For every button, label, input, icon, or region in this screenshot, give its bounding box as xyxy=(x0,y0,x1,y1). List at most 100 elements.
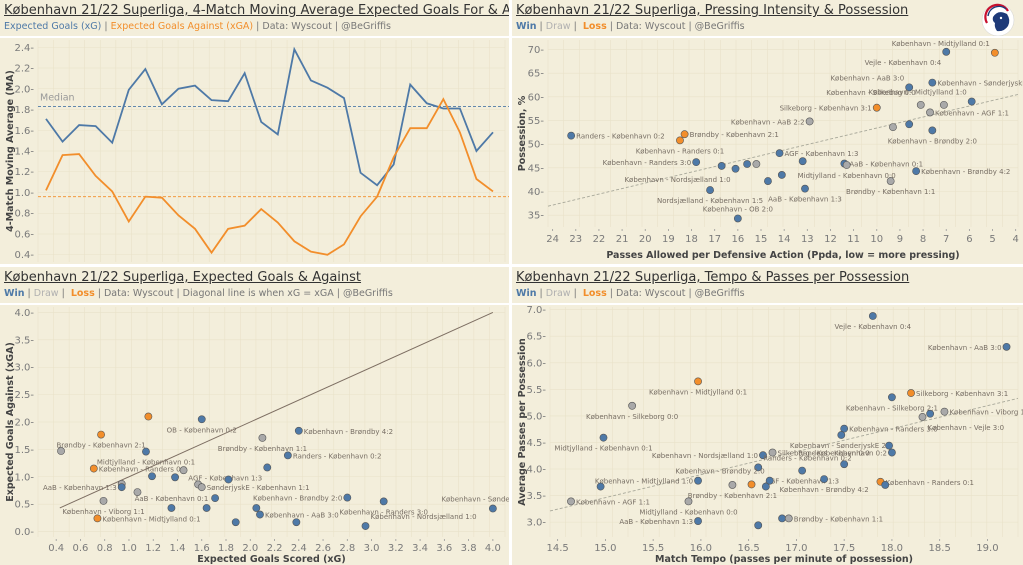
match-point-win[interactable] xyxy=(820,475,829,484)
match-point-win[interactable] xyxy=(343,493,352,502)
match-point-loss[interactable] xyxy=(144,412,153,421)
match-point-draw[interactable] xyxy=(940,407,949,416)
match-point-win[interactable] xyxy=(798,157,807,166)
match-point-win[interactable] xyxy=(837,431,846,439)
match-point-draw[interactable] xyxy=(886,177,895,185)
match-point-win[interactable] xyxy=(488,504,497,513)
match-point-draw[interactable] xyxy=(805,117,814,126)
scatter-chart-svg[interactable]: 3.0- 3.5- 4.0- 4.5- 5.0- 5.5- 6.0- 6.5- 7.0- 14.5… xyxy=(512,305,1023,565)
match-point-win[interactable] xyxy=(761,482,770,491)
match-point-win[interactable] xyxy=(142,447,150,456)
match-point-win[interactable] xyxy=(202,504,211,512)
match-point-draw[interactable] xyxy=(57,447,65,455)
match-point-draw[interactable] xyxy=(99,496,108,505)
match-point-win[interactable] xyxy=(777,171,786,179)
scatter-chart-svg[interactable]: 35- 40- 45- 50- 55- 60- 65- 70- 24 23 22 21 20 19 18 17… xyxy=(512,38,1023,264)
legend-draw[interactable]: Draw xyxy=(545,21,571,32)
match-point-win[interactable] xyxy=(840,424,849,433)
match-point-win[interactable] xyxy=(885,441,893,450)
match-point-win[interactable] xyxy=(567,131,576,140)
match-point-win[interactable] xyxy=(256,510,264,519)
match-point-win[interactable] xyxy=(231,518,240,527)
match-point-win[interactable] xyxy=(148,472,156,481)
match-point-draw[interactable] xyxy=(842,161,851,169)
match-point-win[interactable] xyxy=(171,473,179,482)
match-point-draw[interactable] xyxy=(940,100,948,109)
match-point-win[interactable] xyxy=(881,481,890,489)
match-point-win[interactable] xyxy=(694,517,702,525)
legend-loss[interactable]: Loss xyxy=(582,21,607,32)
legend-loss[interactable]: Loss xyxy=(582,288,607,299)
match-point-draw[interactable] xyxy=(567,497,575,506)
match-point-draw[interactable] xyxy=(628,401,637,410)
match-point-draw[interactable] xyxy=(728,481,737,489)
match-point-draw[interactable] xyxy=(918,413,927,421)
match-point-win[interactable] xyxy=(733,214,742,223)
match-point-loss[interactable] xyxy=(990,48,999,57)
match-point-win[interactable] xyxy=(694,476,702,485)
match-point-draw[interactable] xyxy=(179,466,188,475)
match-point-win[interactable] xyxy=(361,522,370,530)
match-point-draw[interactable] xyxy=(752,160,761,168)
match-point-win[interactable] xyxy=(942,47,951,56)
match-point-win[interactable] xyxy=(778,514,786,523)
legend-xga[interactable]: Expected Goals Against (xGA) xyxy=(110,21,254,32)
match-point-draw[interactable] xyxy=(684,497,693,506)
match-point-win[interactable] xyxy=(967,97,976,106)
match-point-win[interactable] xyxy=(765,476,774,485)
match-point-win[interactable] xyxy=(912,167,921,176)
match-point-win[interactable] xyxy=(224,475,233,484)
match-point-win[interactable] xyxy=(692,158,701,167)
legend-xg[interactable]: Expected Goals (xG) xyxy=(4,21,102,32)
match-point-win[interactable] xyxy=(840,460,849,469)
match-point-loss[interactable] xyxy=(680,130,689,139)
match-point-win[interactable] xyxy=(888,393,896,402)
match-point-win[interactable] xyxy=(252,504,261,512)
match-point-draw[interactable] xyxy=(889,123,897,132)
match-point-win[interactable] xyxy=(801,184,809,193)
match-point-win[interactable] xyxy=(928,126,937,135)
match-point-draw[interactable] xyxy=(768,448,777,457)
match-point-loss[interactable] xyxy=(694,377,702,386)
match-point-draw[interactable] xyxy=(258,433,267,442)
match-point-draw[interactable] xyxy=(926,108,934,117)
legend-draw[interactable]: Draw xyxy=(545,288,571,299)
match-point-loss[interactable] xyxy=(872,103,881,112)
match-point-draw[interactable] xyxy=(916,100,925,109)
match-point-win[interactable] xyxy=(905,120,914,129)
match-point-win[interactable] xyxy=(211,494,219,503)
match-point-win[interactable] xyxy=(798,466,807,475)
legend-draw[interactable]: Draw xyxy=(33,288,59,299)
match-point-loss[interactable] xyxy=(97,430,105,439)
match-point-win[interactable] xyxy=(731,164,740,173)
match-point-win[interactable] xyxy=(754,463,763,472)
match-point-win[interactable] xyxy=(283,451,292,460)
match-point-loss[interactable] xyxy=(907,389,915,397)
legend-loss[interactable]: Loss xyxy=(70,288,95,299)
match-point-win[interactable] xyxy=(706,186,714,194)
match-point-loss[interactable] xyxy=(747,480,756,489)
match-point-win[interactable] xyxy=(743,160,752,168)
match-point-win[interactable] xyxy=(197,415,206,424)
legend-win[interactable]: Win xyxy=(516,21,537,32)
match-point-win[interactable] xyxy=(1002,342,1011,351)
xg-series-line[interactable] xyxy=(45,46,494,187)
match-point-win[interactable] xyxy=(928,78,937,87)
match-point-win[interactable] xyxy=(764,177,772,185)
scatter-chart-svg[interactable]: 0.0- 0.5- 1.0- 1.5- 2.0- 2.5- 3.0- 3.5- 4.0- 0.4 0… xyxy=(0,305,509,565)
match-point-win[interactable] xyxy=(775,149,784,158)
match-point-win[interactable] xyxy=(294,426,303,435)
match-point-loss[interactable] xyxy=(89,464,98,473)
match-point-loss[interactable] xyxy=(676,136,684,145)
legend-win[interactable]: Win xyxy=(516,288,537,299)
match-point-win[interactable] xyxy=(754,521,763,530)
match-point-win[interactable] xyxy=(888,448,896,457)
match-point-win[interactable] xyxy=(292,518,301,527)
match-point-win[interactable] xyxy=(379,497,388,506)
match-point-win[interactable] xyxy=(926,409,935,418)
match-point-win[interactable] xyxy=(596,482,605,491)
match-point-win[interactable] xyxy=(717,162,726,170)
match-point-loss[interactable] xyxy=(93,514,102,523)
match-point-win[interactable] xyxy=(868,312,877,320)
match-point-win[interactable] xyxy=(263,463,272,472)
